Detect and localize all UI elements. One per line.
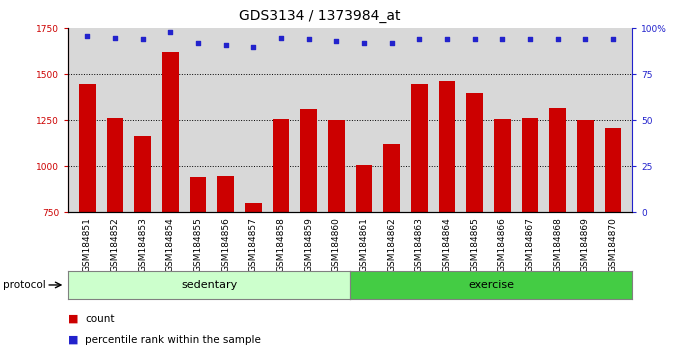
Text: count: count xyxy=(85,314,114,324)
Bar xyxy=(356,165,373,212)
Bar xyxy=(273,119,289,212)
Point xyxy=(580,36,591,42)
Bar xyxy=(135,136,151,212)
Point xyxy=(414,36,425,42)
Point xyxy=(358,40,369,46)
Bar xyxy=(494,119,511,212)
Bar xyxy=(577,120,594,212)
Text: protocol: protocol xyxy=(3,280,46,290)
Bar xyxy=(79,84,96,212)
Point xyxy=(524,36,535,42)
Bar xyxy=(245,203,262,212)
Text: GDS3134 / 1373984_at: GDS3134 / 1373984_at xyxy=(239,9,401,23)
Bar xyxy=(301,109,317,212)
Text: ■: ■ xyxy=(68,314,78,324)
Text: percentile rank within the sample: percentile rank within the sample xyxy=(85,335,261,345)
Point xyxy=(248,44,259,50)
Bar xyxy=(411,84,428,212)
Point xyxy=(497,36,508,42)
Bar xyxy=(328,120,345,212)
Point xyxy=(275,35,286,40)
Bar xyxy=(107,118,123,212)
Bar xyxy=(522,118,539,212)
Point xyxy=(469,36,480,42)
Bar xyxy=(549,108,566,212)
Text: sedentary: sedentary xyxy=(181,280,237,290)
Bar xyxy=(466,93,483,212)
Bar xyxy=(384,144,400,212)
Point xyxy=(608,36,619,42)
Bar xyxy=(439,81,456,212)
Bar xyxy=(162,52,179,212)
Point xyxy=(220,42,231,48)
Bar xyxy=(605,128,622,212)
Point xyxy=(552,36,563,42)
Point xyxy=(303,36,314,42)
Bar xyxy=(190,177,206,212)
Point xyxy=(331,38,342,44)
Point xyxy=(192,40,203,46)
Point xyxy=(137,36,148,42)
Point xyxy=(441,36,452,42)
Point xyxy=(386,40,397,46)
Point xyxy=(82,33,92,39)
Text: ■: ■ xyxy=(68,335,78,345)
Text: exercise: exercise xyxy=(469,280,514,290)
Point xyxy=(109,35,120,40)
Bar xyxy=(218,176,234,212)
Point xyxy=(165,29,176,35)
